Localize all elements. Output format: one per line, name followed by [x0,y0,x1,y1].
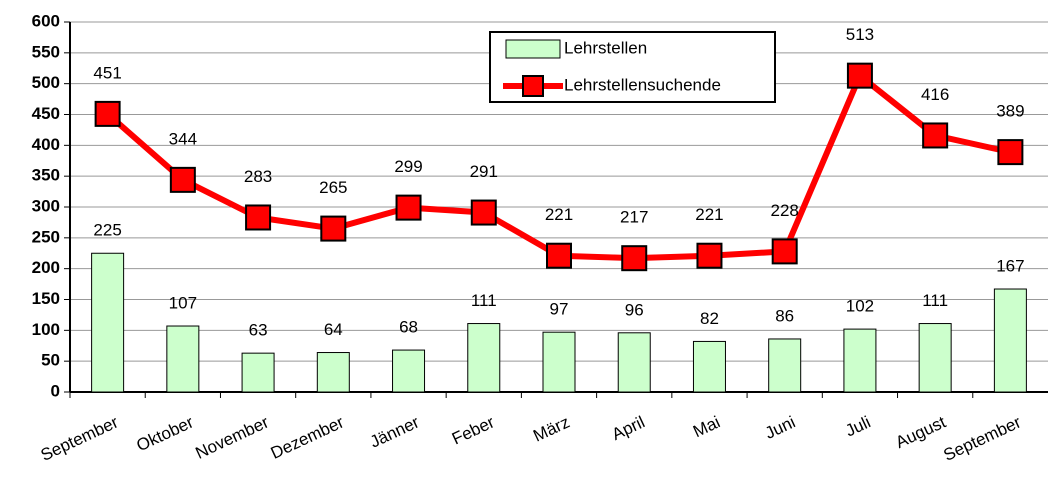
x-tick-label: November [193,412,272,463]
value-label: 299 [394,157,422,176]
bar [241,352,275,393]
y-tick-label: 250 [32,227,60,246]
value-label: 344 [169,129,197,148]
value-label: 102 [846,297,874,316]
x-tick-label: September [941,412,1025,465]
bar [392,349,426,393]
value-label: 82 [700,309,719,328]
y-tick-label: 0 [51,381,60,400]
bar [316,352,350,393]
y-tick-label: 100 [32,320,60,339]
marker [771,238,798,265]
y-tick-label: 350 [32,166,60,185]
value-label: 283 [244,167,272,186]
value-label: 68 [399,318,418,337]
x-tick-label: August [893,412,949,452]
value-label: 416 [921,85,949,104]
bar [542,331,576,393]
value-label: 265 [319,178,347,197]
bar [467,323,501,393]
value-label: 291 [470,162,498,181]
x-tick-label: Dezember [268,412,347,463]
value-label: 97 [550,300,569,319]
bar [617,332,651,393]
bar [692,340,726,393]
legend-swatch-marker [522,75,544,97]
legend-swatch-bar [505,39,561,59]
y-tick-label: 300 [32,196,60,215]
legend: Lehrstellen Lehrstellensuchende [489,31,776,103]
x-tick-label: Jänner [367,412,422,451]
bar [166,325,200,393]
x-tick-label: Mai [690,412,723,441]
y-tick-label: 500 [32,73,60,92]
marker [696,242,723,269]
marker [470,199,497,226]
value-label: 225 [93,221,121,240]
value-label: 451 [93,63,121,82]
y-tick-label: 550 [32,42,60,61]
y-tick-label: 450 [32,104,60,123]
value-label: 221 [695,205,723,224]
marker [997,139,1024,166]
value-label: 221 [545,205,573,224]
bar [91,252,125,393]
y-tick-label: 200 [32,258,60,277]
y-tick-label: 600 [32,11,60,30]
marker [94,100,121,127]
x-tick-label: Juli [842,412,873,440]
bar [768,338,802,393]
marker [169,166,196,193]
marker [922,122,949,149]
x-tick-label: April [609,412,648,444]
value-label: 107 [169,294,197,313]
value-label: 96 [625,300,644,319]
value-label: 217 [620,208,648,227]
x-tick-label: März [530,412,572,445]
value-label: 64 [324,320,343,339]
marker [621,245,648,272]
marker [395,194,422,221]
x-tick-label: Feber [449,412,498,448]
y-tick-label: 150 [32,289,60,308]
x-tick-label: September [38,412,122,465]
value-label: 513 [846,25,874,44]
value-label: 228 [771,201,799,220]
bar [918,323,952,393]
bar [993,288,1027,393]
y-tick-label: 400 [32,135,60,154]
value-label: 389 [996,102,1024,121]
marker [846,62,873,89]
legend-label: Lehrstellensuchende [564,75,721,94]
value-label: 111 [922,291,948,310]
value-label: 111 [471,291,497,310]
bar [843,328,877,393]
marker [546,242,572,269]
value-label: 63 [249,321,268,340]
x-tick-label: Oktober [134,412,197,455]
legend-label: Lehrstellen [564,38,647,57]
value-label: 167 [996,257,1024,276]
marker [320,215,347,242]
value-label: 86 [775,306,794,325]
x-tick-label: Juni [762,412,798,442]
y-tick-label: 50 [41,351,60,370]
marker [245,204,272,231]
